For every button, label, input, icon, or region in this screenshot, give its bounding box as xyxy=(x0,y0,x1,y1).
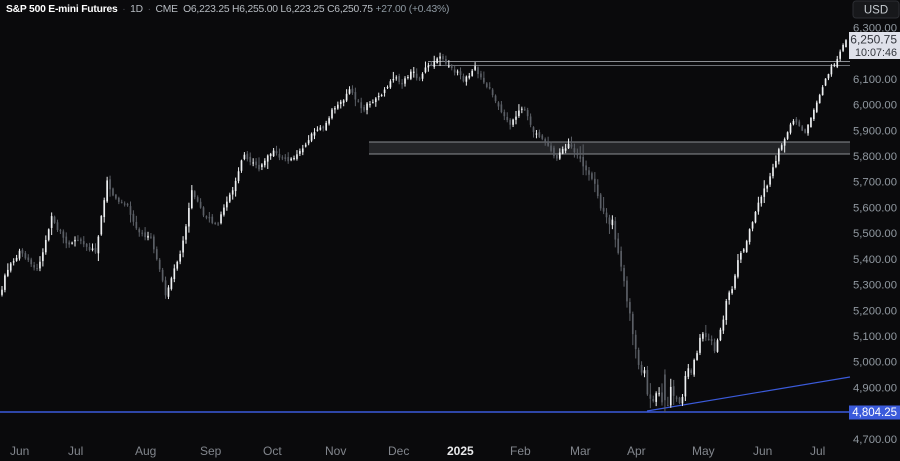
svg-text:Nov: Nov xyxy=(325,444,346,458)
svg-text:6,250.75: 6,250.75 xyxy=(850,32,897,46)
svg-text:5,100.00: 5,100.00 xyxy=(853,331,897,343)
svg-text:Oct: Oct xyxy=(263,444,282,458)
svg-text:USD: USD xyxy=(864,4,888,16)
svg-text:Jul: Jul xyxy=(810,444,825,458)
svg-text:2025: 2025 xyxy=(447,444,474,458)
svg-text:5,600.00: 5,600.00 xyxy=(853,202,897,214)
svg-text:4,700.00: 4,700.00 xyxy=(853,434,897,446)
svg-text:5,400.00: 5,400.00 xyxy=(853,254,897,266)
svg-text:5,500.00: 5,500.00 xyxy=(853,228,897,240)
svg-text:4,804.25: 4,804.25 xyxy=(852,407,897,419)
svg-text:Jun: Jun xyxy=(10,444,29,458)
svg-text:5,000.00: 5,000.00 xyxy=(853,357,897,369)
svg-text:Jun: Jun xyxy=(753,444,772,458)
svg-text:Jul: Jul xyxy=(68,444,83,458)
svg-text:5,800.00: 5,800.00 xyxy=(853,151,897,163)
svg-text:6,000.00: 6,000.00 xyxy=(853,100,897,112)
svg-text:5,300.00: 5,300.00 xyxy=(853,280,897,292)
svg-text:Aug: Aug xyxy=(135,444,156,458)
svg-text:5,700.00: 5,700.00 xyxy=(853,177,897,189)
svg-text:5,900.00: 5,900.00 xyxy=(853,125,897,137)
svg-text:6,100.00: 6,100.00 xyxy=(853,74,897,86)
svg-text:Dec: Dec xyxy=(388,444,409,458)
svg-text:Sep: Sep xyxy=(200,444,222,458)
svg-text:Apr: Apr xyxy=(627,444,646,458)
svg-text:May: May xyxy=(692,444,715,458)
svg-text:Feb: Feb xyxy=(510,444,531,458)
svg-text:Mar: Mar xyxy=(570,444,591,458)
svg-text:5,200.00: 5,200.00 xyxy=(853,305,897,317)
svg-text:10:07:46: 10:07:46 xyxy=(855,47,897,59)
svg-text:4,900.00: 4,900.00 xyxy=(853,382,897,394)
